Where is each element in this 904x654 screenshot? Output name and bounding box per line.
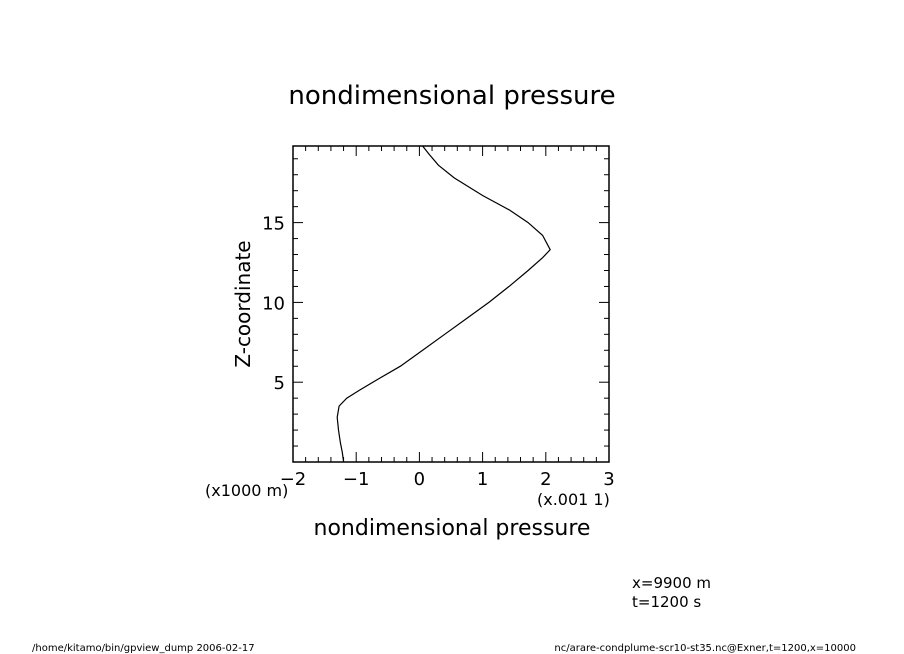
chart-title: nondimensional pressure bbox=[288, 81, 615, 111]
y-unit-note: (x1000 m) bbox=[205, 481, 288, 500]
footer-right: nc/arare-condplume-scr10-st35.nc@Exner,t… bbox=[554, 643, 856, 654]
x-tick-label: −2 bbox=[280, 469, 307, 490]
position-label: x=9900 m bbox=[632, 574, 711, 592]
x-tick-labels: −2 −1 0 1 2 3 bbox=[280, 469, 615, 490]
x-axis-label: nondimensional pressure bbox=[314, 516, 591, 541]
x-tick-label: 0 bbox=[414, 469, 425, 490]
series-line bbox=[336, 145, 551, 463]
plot-frame bbox=[292, 145, 610, 463]
y-tick-labels: 5 10 15 bbox=[262, 214, 285, 395]
x-tick-label: 2 bbox=[540, 469, 551, 490]
x-tick-label: −1 bbox=[343, 469, 370, 490]
y-tick-label: 5 bbox=[274, 373, 285, 394]
x-tick-label: 3 bbox=[603, 469, 614, 490]
y-axis-label: Z-coordinate bbox=[231, 240, 255, 367]
y-tick-label: 10 bbox=[262, 293, 285, 314]
x-tick-label: 1 bbox=[477, 469, 488, 490]
time-label: t=1200 s bbox=[632, 593, 701, 611]
y-tick-label: 15 bbox=[262, 214, 285, 235]
tick-marks bbox=[292, 146, 610, 462]
footer-left: /home/kitamo/bin/gpview_dump 2006-02-17 bbox=[32, 643, 255, 654]
x-unit-note: (x.001 1) bbox=[537, 490, 610, 509]
